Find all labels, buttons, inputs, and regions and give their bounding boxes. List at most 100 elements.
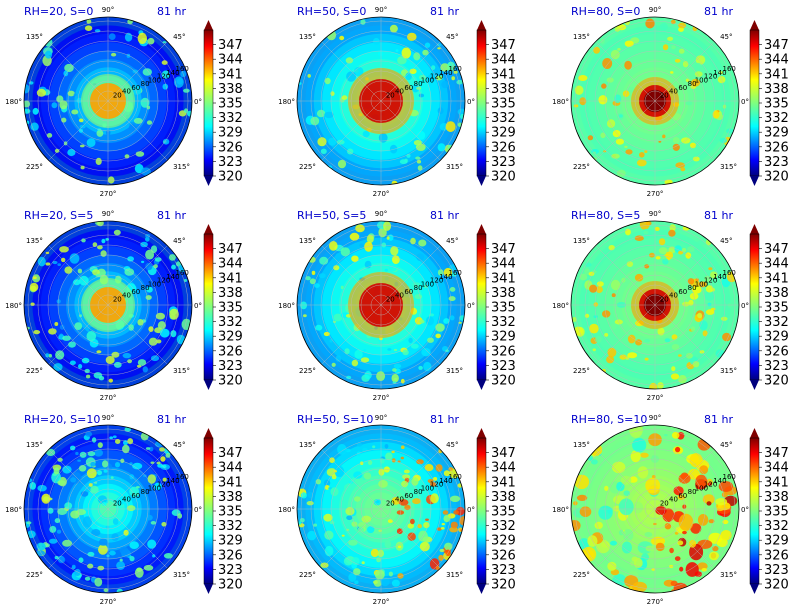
colorbar-tick-label: 323 [764, 359, 789, 374]
angle-label: 45° [720, 33, 732, 41]
angle-labels: 90° 45° 0° 315° 270° 225° 180° 135° [5, 414, 202, 606]
angle-label: 135° [299, 33, 316, 41]
panel-time-label: 81 hr [430, 209, 459, 222]
colorbar-tick-label: 344 [491, 53, 516, 68]
panel-time-label: 81 hr [157, 5, 186, 18]
panel-time-label: 81 hr [704, 413, 733, 426]
colorbar-tick-label: 332 [764, 519, 789, 534]
colorbar-tick-label: 347 [491, 446, 516, 461]
radial-tick-label: 60 [131, 492, 140, 500]
colorbar-min-arrow [477, 176, 486, 186]
colorbar-tick-label: 326 [491, 344, 516, 359]
angle-label: 0° [741, 98, 749, 106]
angle-label: 315° [173, 163, 190, 171]
angle-label: 180° [552, 506, 569, 514]
radial-tick-label: 40 [395, 496, 404, 504]
panel-title: RH=50, S=0 [297, 5, 366, 18]
radial-tick-label: 100 [148, 484, 161, 492]
radial-tick-label: 20 [113, 499, 122, 507]
angle-label: 180° [552, 302, 569, 310]
colorbar-tick-label: 338 [218, 490, 243, 505]
angle-label: 90° [102, 414, 114, 422]
colorbar-tick-label: 344 [764, 257, 789, 272]
radial-tick-label: 160 [176, 65, 189, 73]
radial-tick-label: 140 [713, 69, 726, 77]
colorbar-tick-label: 326 [218, 344, 243, 359]
angle-label: 225° [26, 571, 43, 579]
colorbar-tick-label: 332 [491, 111, 516, 126]
radial-tick-label: 140 [166, 477, 179, 485]
radial-tick-label: 160 [723, 269, 736, 277]
colorbar-tick-label: 341 [764, 271, 789, 286]
radial-tick-label: 20 [386, 295, 395, 303]
colorbar-tick-label: 338 [764, 82, 789, 97]
colorbar-tick-label: 338 [764, 490, 789, 505]
angle-label: 225° [573, 163, 590, 171]
angle-labels: 90° 45° 0° 315° 270° 225° 180° 135° [5, 6, 202, 198]
colorbar-max-arrow [750, 428, 759, 438]
radial-tick-label: 160 [176, 269, 189, 277]
radial-tick-label: 40 [122, 496, 131, 504]
radial-tick-label: 80 [141, 80, 150, 88]
colorbar-tick-label: 320 [491, 170, 516, 185]
colorbar-gradient [203, 437, 214, 585]
angle-label: 270° [100, 598, 117, 606]
angle-label: 45° [173, 441, 185, 449]
panel-time-label: 81 hr [704, 209, 733, 222]
colorbar-tick-label: 326 [764, 344, 789, 359]
angle-label: 315° [720, 367, 737, 375]
angle-label: 45° [446, 237, 458, 245]
colorbar-tick-label: 347 [764, 38, 789, 53]
colorbar-tick-label: 329 [764, 534, 789, 549]
colorbar-tick-label: 335 [218, 301, 243, 316]
polar-grid [571, 425, 739, 593]
colorbar-tick-label: 335 [218, 505, 243, 520]
angle-label: 225° [299, 571, 316, 579]
radial-tick-label: 120 [704, 73, 717, 81]
angle-label: 315° [173, 571, 190, 579]
colorbar-tick-label: 344 [491, 461, 516, 476]
colorbar-max-arrow [750, 224, 759, 234]
polar-border [23, 16, 193, 186]
colorbar-tick-label: 320 [218, 170, 243, 185]
panel-title: RH=20, S=10 [24, 413, 100, 426]
angle-label: 90° [375, 210, 387, 218]
colorbar-tick-label: 329 [218, 534, 243, 549]
panel-time-label: 81 hr [430, 5, 459, 18]
radial-tick-label: 120 [157, 277, 170, 285]
colorbar-tick-label: 326 [218, 140, 243, 155]
polar-border [570, 424, 740, 594]
angle-label: 45° [173, 33, 185, 41]
angle-label: 225° [26, 163, 43, 171]
colorbar-tick-label: 341 [764, 475, 789, 490]
radial-tick-label: 40 [669, 496, 678, 504]
radial-tick-label: 60 [678, 492, 687, 500]
radial-tick-label: 80 [414, 284, 423, 292]
colorbar-tick-label: 329 [491, 126, 516, 141]
angle-label: 45° [720, 237, 732, 245]
colorbar-max-arrow [204, 20, 213, 30]
angle-label: 135° [573, 441, 590, 449]
colorbar-gradient [476, 437, 487, 585]
colorbar-tick-label: 329 [764, 330, 789, 345]
colorbar-tick-label: 323 [764, 563, 789, 578]
angle-label: 225° [573, 571, 590, 579]
panel-time-label: 81 hr [430, 413, 459, 426]
radial-tick-label: 20 [386, 91, 395, 99]
radial-tick-label: 140 [166, 69, 179, 77]
radial-tick-label: 100 [695, 484, 708, 492]
radial-tick-label: 120 [704, 481, 717, 489]
radial-tick-label: 60 [678, 288, 687, 296]
angle-label: 135° [26, 441, 43, 449]
angle-label: 315° [446, 367, 463, 375]
angle-label: 135° [299, 237, 316, 245]
angle-label: 270° [647, 394, 664, 402]
radial-tick-label: 120 [157, 481, 170, 489]
